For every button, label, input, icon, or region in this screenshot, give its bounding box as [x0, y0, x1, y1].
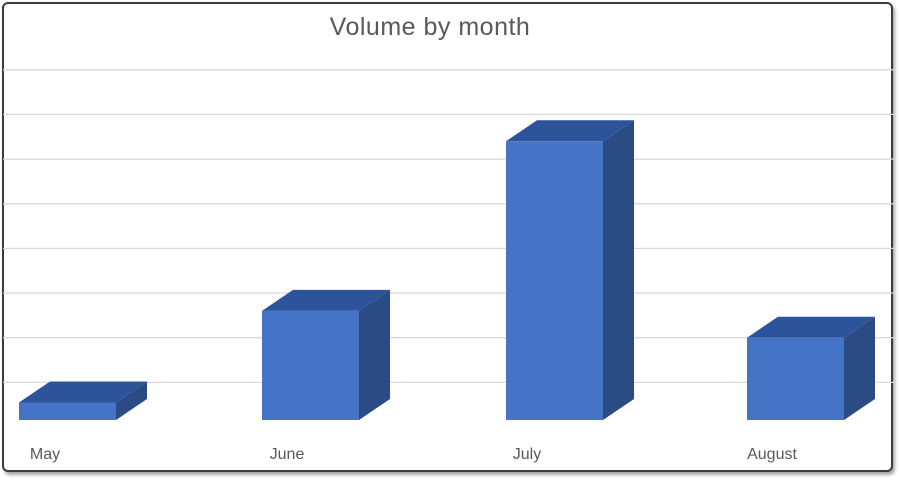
chart-title: Volume by month: [329, 13, 531, 41]
bar-top-face: [19, 381, 147, 403]
bar-june[interactable]: [262, 289, 390, 420]
chart-frame-border: [2, 2, 893, 472]
bar-top-face: [262, 289, 390, 311]
bar-side-face: [844, 316, 875, 420]
bar-side-face: [603, 120, 634, 421]
bar-side-face: [359, 289, 390, 420]
category-label-may: May: [29, 446, 61, 463]
bar-front-face: [506, 141, 603, 421]
bar-front-face: [19, 402, 116, 420]
bar-august[interactable]: [747, 316, 875, 420]
bar-may[interactable]: [19, 381, 147, 420]
category-label-july: July: [512, 446, 542, 463]
category-label-august: August: [747, 446, 797, 463]
bar-front-face: [747, 337, 844, 420]
bar-front-face: [262, 310, 359, 420]
bar-july[interactable]: [506, 120, 634, 421]
bar-top-face: [747, 316, 875, 338]
category-label-june: June: [269, 446, 305, 463]
bar-side-face: [116, 381, 147, 420]
bar-top-face: [506, 120, 634, 142]
